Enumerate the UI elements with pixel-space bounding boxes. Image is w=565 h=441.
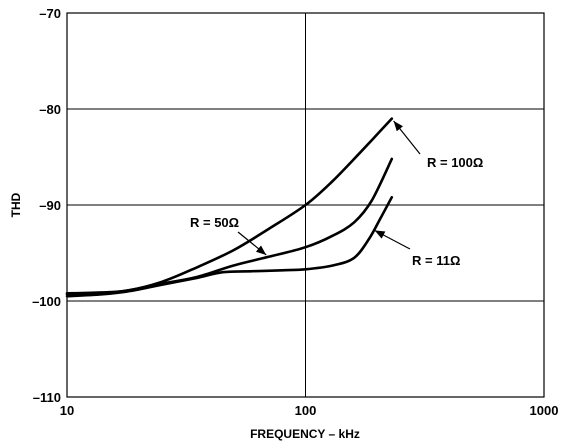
y-tick-label: –110 [33,390,61,405]
y-tick-label: –90 [39,198,61,213]
annotation-arrowhead [255,245,267,255]
x-tick-label: 10 [60,403,74,418]
x-tick-label: 1000 [530,403,559,418]
plot-frame [66,12,545,398]
series-label: R = 50Ω [190,215,239,230]
annotation-arrowhead [393,120,404,132]
annotation-group: R = 100Ω R = 50Ω R = 11Ω [190,120,483,268]
series-line-3 [65,196,394,298]
series-label: R = 11Ω [412,253,460,268]
y-tick-label: –70 [39,6,61,21]
y-tick-label: –80 [39,102,61,117]
y-tick-label: –100 [32,294,61,309]
x-axis-title: FREQUENCY – kHz [250,427,360,441]
y-axis-title: THD [9,192,23,217]
series-label: R = 100Ω [427,155,483,170]
x-tick-label: 100 [295,403,317,418]
annotation-arrowhead [374,230,386,239]
tick-labels: 10 100 1000 –70 –80 –90 –100 –110 [32,6,558,418]
series-group [65,117,394,298]
